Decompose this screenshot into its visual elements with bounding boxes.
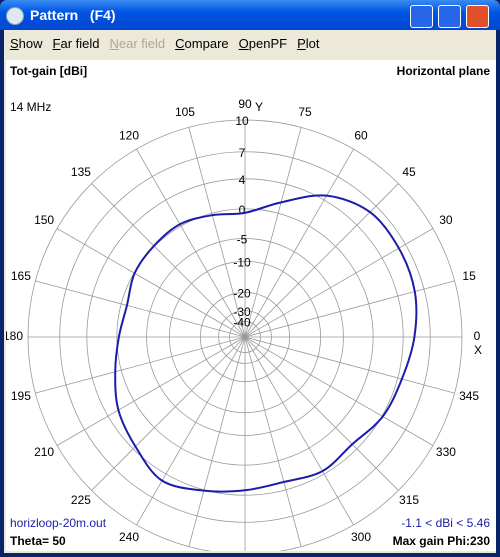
grid-spoke xyxy=(244,336,354,526)
angle-tick-label: 105 xyxy=(175,105,195,119)
menu-item[interactable]: Far field xyxy=(52,36,100,51)
angle-tick-label: 75 xyxy=(298,105,312,119)
menu-item[interactable]: Compare xyxy=(175,36,229,51)
window-icon[interactable] xyxy=(6,7,24,25)
grid-spoke xyxy=(244,336,399,491)
grid-spoke xyxy=(244,336,434,446)
angle-tick-label: 120 xyxy=(119,128,139,142)
menu-item: Near field xyxy=(109,36,166,51)
angle-tick-label: 180 xyxy=(6,329,23,343)
close-button[interactable] xyxy=(466,5,489,28)
angle-tick-label: 240 xyxy=(119,530,139,544)
chart-subtitle: Horizontal plane xyxy=(397,64,491,78)
grid-spoke xyxy=(244,228,434,338)
angle-tick-label: 15 xyxy=(462,269,476,283)
minimize-button[interactable] xyxy=(410,5,433,28)
file-label: horizloop-20m.out xyxy=(10,516,107,530)
grid-spoke xyxy=(56,336,246,446)
grid-spoke xyxy=(244,148,354,338)
grid-spoke xyxy=(244,280,455,338)
pattern-line xyxy=(114,194,418,493)
grid-spoke xyxy=(136,336,246,526)
grid-spoke xyxy=(188,127,246,338)
grid-spoke xyxy=(136,148,246,338)
x-axis-label: X xyxy=(474,343,482,357)
grid-spoke xyxy=(244,336,302,547)
angle-tick-label: 345 xyxy=(459,389,479,403)
angle-tick-label: 330 xyxy=(436,445,456,459)
title-bar: Pattern (F4) xyxy=(0,0,500,30)
grid-spoke xyxy=(56,228,246,338)
frequency-label: 14 MHz xyxy=(10,100,51,114)
grid-spoke xyxy=(188,336,246,547)
y-axis-label: Y xyxy=(255,100,263,114)
angle-tick-label: 45 xyxy=(402,165,416,179)
menu-bar: Show Far field Near field Compare OpenPF Plot xyxy=(4,36,323,58)
angle-tick-label: 300 xyxy=(351,530,371,544)
angle-tick-label: 30 xyxy=(439,213,453,227)
chart: Tot-gain [dBi] Horizontal plane 14 MHz h… xyxy=(6,60,496,551)
angle-tick-label: 225 xyxy=(71,493,91,507)
grid-spoke xyxy=(91,336,246,491)
angle-tick-label: 165 xyxy=(11,269,31,283)
theta-label: Theta= 50 xyxy=(10,534,66,548)
grid-spoke xyxy=(91,183,246,338)
grid-spoke xyxy=(35,280,246,338)
r-tick-label: 7 xyxy=(239,146,246,160)
menu-item[interactable]: OpenPF xyxy=(238,36,288,51)
r-tick-label: -40 xyxy=(233,316,251,330)
angle-tick-label: 60 xyxy=(354,128,368,142)
angle-tick-label: 135 xyxy=(71,165,91,179)
r-tick-label: -20 xyxy=(233,286,251,300)
menu-item[interactable]: Show xyxy=(10,36,43,51)
r-tick-label: -30 xyxy=(233,305,251,319)
angle-tick-label: 315 xyxy=(399,493,419,507)
r-tick-label: 0 xyxy=(239,203,246,217)
angle-tick-label: 210 xyxy=(34,445,54,459)
max-gain-label: Max gain Phi:230 xyxy=(393,534,491,548)
grid-spoke xyxy=(244,127,302,338)
grid-spoke xyxy=(244,336,455,394)
grid-spoke xyxy=(244,183,399,338)
angle-tick-label: 195 xyxy=(11,389,31,403)
angle-tick-label: 150 xyxy=(34,213,54,227)
range-label: -1.1 < dBi < 5.46 xyxy=(401,516,490,530)
r-tick-label: 10 xyxy=(235,114,249,128)
window-title: Pattern (F4) xyxy=(30,7,116,23)
grid-spoke xyxy=(35,336,246,394)
chart-title: Tot-gain [dBi] xyxy=(10,64,87,78)
r-tick-label: -10 xyxy=(233,256,251,270)
menu-item[interactable]: Plot xyxy=(297,36,320,51)
r-tick-label: 4 xyxy=(239,173,246,187)
maximize-button[interactable] xyxy=(438,5,461,28)
client-area: Show Far field Near field Compare OpenPF Plot… xyxy=(4,30,496,553)
angle-tick-label: 90 xyxy=(238,97,252,111)
angle-tick-label: 0 xyxy=(474,329,481,343)
r-tick-label: -5 xyxy=(237,233,248,247)
